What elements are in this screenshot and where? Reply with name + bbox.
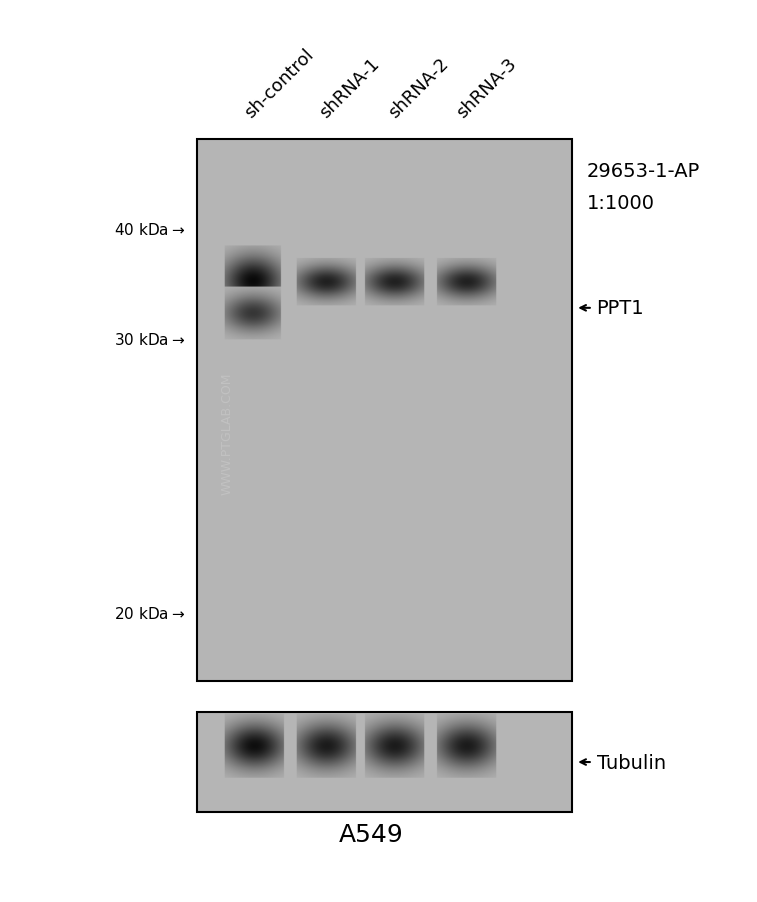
Text: 40 kDa$\rightarrow$: 40 kDa$\rightarrow$ — [114, 222, 185, 238]
Text: Tubulin: Tubulin — [597, 752, 665, 772]
Text: 29653-1-AP: 29653-1-AP — [587, 161, 700, 181]
Text: WWW.PTGLAB.COM: WWW.PTGLAB.COM — [220, 372, 234, 494]
Bar — [197, 713, 572, 812]
Text: shRNA-1: shRNA-1 — [316, 55, 384, 122]
Text: PPT1: PPT1 — [597, 299, 644, 318]
Text: 1:1000: 1:1000 — [587, 193, 655, 213]
Text: shRNA-2: shRNA-2 — [385, 55, 452, 122]
Text: shRNA-3: shRNA-3 — [453, 55, 520, 122]
Text: 20 kDa$\rightarrow$: 20 kDa$\rightarrow$ — [114, 605, 185, 621]
Text: A549: A549 — [338, 823, 403, 846]
Text: sh-control: sh-control — [241, 46, 317, 122]
Bar — [197, 140, 572, 681]
Text: 30 kDa$\rightarrow$: 30 kDa$\rightarrow$ — [114, 332, 185, 348]
